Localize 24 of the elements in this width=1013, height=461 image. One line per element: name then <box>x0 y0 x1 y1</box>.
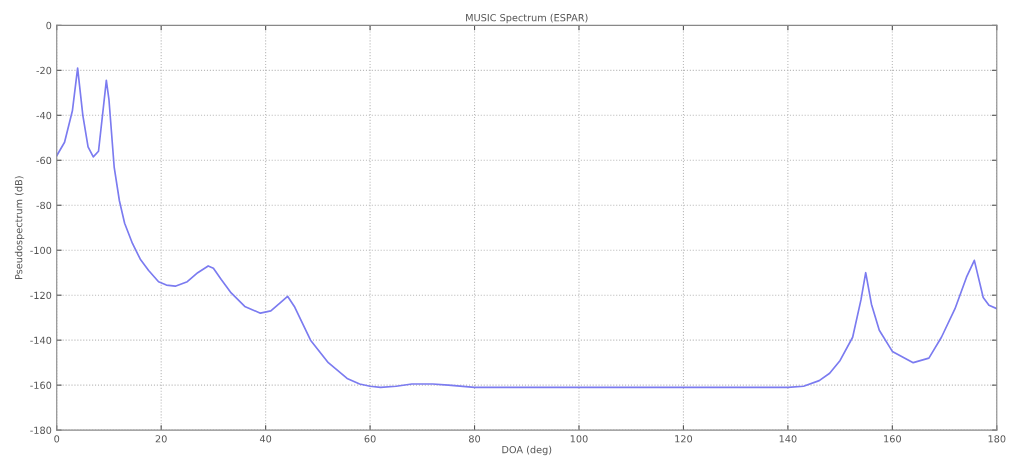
y-tick-label: -20 <box>36 66 52 75</box>
x-tick-label: 100 <box>570 435 588 443</box>
x-tick-label: 160 <box>884 435 901 443</box>
x-axis-title: DOA (deg) <box>502 445 552 456</box>
y-tick-label: -40 <box>36 111 52 120</box>
y-tick-label: -80 <box>36 201 52 210</box>
x-tick-label: 180 <box>988 435 1006 443</box>
x-tick-label: 140 <box>779 435 797 443</box>
line-series <box>56 67 997 389</box>
x-tick-label: 20 <box>155 435 167 443</box>
x-tick-label: 120 <box>675 435 693 443</box>
x-tick-label: 80 <box>469 435 481 443</box>
y-tick-label: 0 <box>46 21 52 30</box>
chart-title: MUSIC Spectrum (ESPAR) <box>466 13 588 24</box>
y-tick-label: -140 <box>30 336 52 344</box>
y-tick-label: -160 <box>30 381 52 389</box>
x-tick-label: 40 <box>259 435 272 443</box>
x-tick-label: 0 <box>54 435 60 443</box>
y-tick-label: -60 <box>36 156 52 165</box>
y-axis-title: Pseudospectrum (dB) <box>14 176 25 280</box>
y-tick-label: -120 <box>30 291 52 300</box>
y-tick-label: -100 <box>30 246 52 255</box>
x-tick-label: 60 <box>364 435 376 443</box>
y-tick-label: -180 <box>30 426 52 434</box>
